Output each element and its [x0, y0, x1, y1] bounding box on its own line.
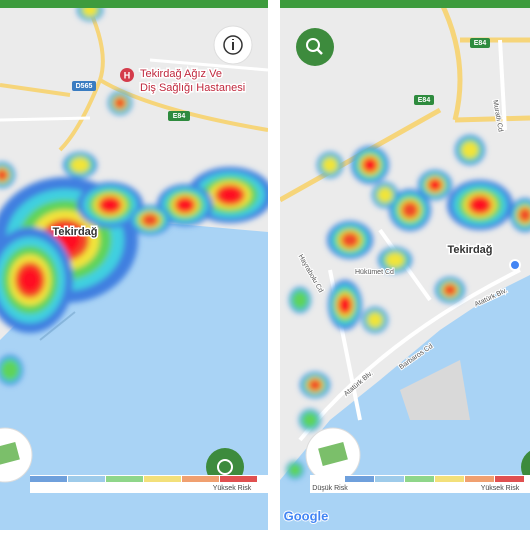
road-shield — [470, 38, 490, 48]
road-shield — [414, 95, 434, 105]
heat-spot — [367, 312, 383, 328]
heat-spot — [219, 187, 241, 203]
heat-spot — [471, 198, 489, 212]
hospital-pin[interactable] — [120, 68, 134, 82]
heat-spot — [518, 207, 530, 223]
road — [0, 0, 268, 152]
heat-spot — [0, 359, 20, 381]
heat-spot — [19, 268, 41, 292]
heat-spot — [0, 169, 8, 181]
legend-swatch — [68, 476, 105, 482]
heat-spot — [114, 97, 126, 109]
legend-swatch — [405, 476, 434, 482]
right-map: E84 E84 Tekirdağ Hükümet Cd Atatürk Blv.… — [280, 0, 530, 530]
heat-spot — [141, 213, 159, 227]
road-label: E84 — [474, 40, 487, 47]
legend-swatch — [345, 476, 374, 482]
heat-spot — [302, 412, 318, 428]
legend-scale — [345, 476, 524, 482]
port — [400, 360, 470, 420]
my-location — [509, 259, 521, 271]
heat-spot — [101, 198, 119, 212]
heat-spot — [377, 187, 393, 203]
road — [298, 39, 521, 442]
top-bar — [0, 0, 268, 8]
heat-spot — [461, 141, 479, 159]
heatmap — [0, 0, 268, 385]
layers-icon — [0, 441, 20, 467]
place-label: Tekirdağ — [52, 226, 97, 238]
legend-swatch — [435, 476, 464, 482]
street-label: Hükümet Cd — [355, 269, 394, 276]
legend-swatch — [495, 476, 524, 482]
heat-spot — [385, 252, 405, 268]
heat-spot — [341, 232, 359, 248]
layers-icon — [318, 441, 348, 467]
locate-icon — [217, 459, 233, 475]
road-label: E84 — [173, 113, 186, 120]
heat-spot — [339, 298, 351, 312]
road — [280, 0, 530, 203]
heat-spot — [308, 379, 322, 391]
info-icon — [223, 35, 243, 55]
road-label: E84 — [418, 97, 431, 104]
legend-swatch — [375, 476, 404, 482]
road — [0, 58, 268, 122]
legend-swatch — [30, 476, 67, 482]
legend-swatch — [182, 476, 219, 482]
legend-scale — [30, 476, 257, 482]
heat-spot — [429, 179, 441, 191]
left-map: D565 E84 H Tekirdağ Ağız Ve Diş Sağlığı … — [0, 0, 268, 530]
legend-high: Yüksek Risk — [213, 485, 252, 492]
heat-spot — [364, 159, 376, 171]
heat-spot — [288, 463, 302, 477]
top-bar — [280, 0, 530, 8]
place-label: Tekirdağ — [447, 244, 492, 256]
legend-swatch — [106, 476, 143, 482]
pier — [39, 311, 76, 341]
heat-spot — [177, 198, 193, 212]
heat-spot — [401, 201, 419, 219]
legend-swatch — [465, 476, 494, 482]
search-icon — [306, 38, 320, 52]
road-label: D565 — [76, 83, 93, 90]
poi-label: Tekirdağ Ağız Ve — [140, 68, 222, 80]
legend-low: Düşük Risk — [312, 485, 348, 492]
legend-high: Yüksek Risk — [481, 485, 520, 492]
heat-spot — [70, 157, 90, 173]
heatmap — [286, 135, 530, 479]
heat-spot — [443, 284, 457, 296]
heat-spot — [292, 290, 308, 310]
road-shield — [72, 81, 96, 91]
attribution: Google — [284, 508, 329, 523]
search-icon — [316, 48, 323, 55]
poi-label: Diş Sağlığı Hastanesi — [140, 82, 245, 94]
legend-swatch — [144, 476, 181, 482]
road-shield — [168, 111, 190, 121]
search-button[interactable] — [296, 28, 334, 66]
legend-swatch — [220, 476, 257, 482]
pin-icon: H — [124, 70, 131, 80]
heat-spot — [322, 157, 338, 173]
